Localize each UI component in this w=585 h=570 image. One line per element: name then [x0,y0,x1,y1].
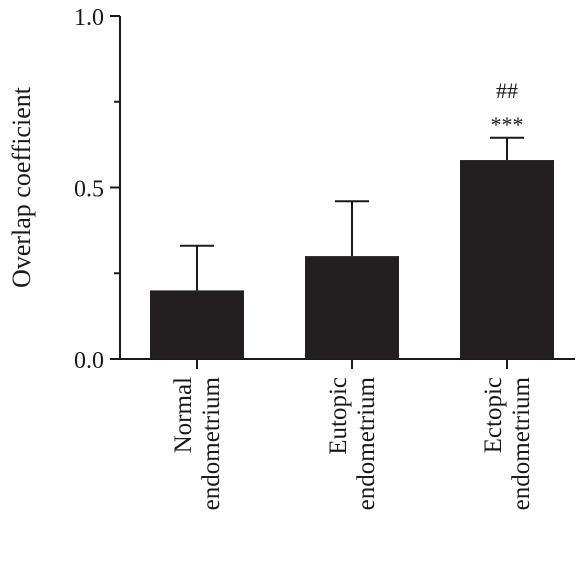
bar-series [150,160,554,359]
significance-annotations: ## *** [491,78,524,137]
significance-label: *** [491,112,524,137]
significance-label: ## [496,78,518,103]
x-tick-label: Ectopicendometrium [480,376,535,510]
y-axis: 0.0 0.5 1.0 [74,5,121,374]
error-bars [180,136,524,291]
bar [460,160,554,359]
x-tick-label: Normalendometrium [170,376,225,510]
y-tick-label: 1.0 [74,5,104,31]
x-tick-label: Eutopicendometrium [325,376,380,510]
y-tick-label: 0.5 [74,177,104,203]
y-tick-label: 0.0 [74,348,104,374]
bar [305,256,399,359]
bar [150,290,244,359]
y-axis-title: Overlap coefficient [7,86,36,288]
x-axis: Normalendometrium Eutopicendometrium Ectop… [120,358,575,510]
